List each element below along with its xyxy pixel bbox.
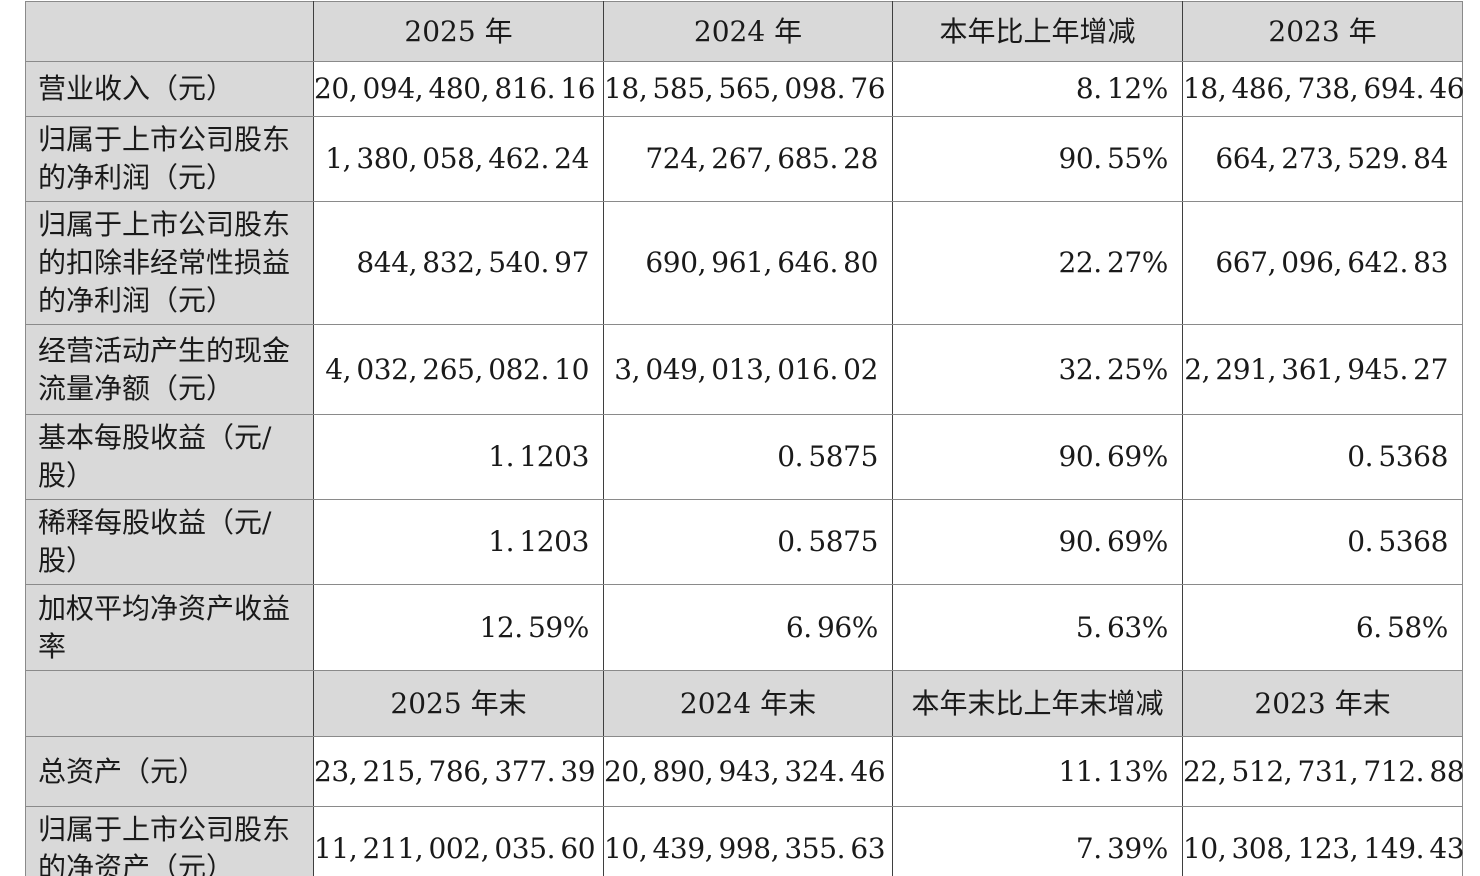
header-row-annual: 2025 年 2024 年 本年比上年增减 2023 年 [25,1,1463,62]
table-row-net-profit: 归属于上市公司股东的净利润（元） 1, 380, 058, 462. 24 72… [25,116,1463,202]
row-label: 营业收入（元） [25,61,314,117]
cell-value: 4, 032, 265, 082. 10 [313,324,604,415]
cell-value: 6. 58% [1182,584,1463,671]
corner-cell [25,1,314,62]
table-row-net-profit-deducted: 归属于上市公司股东的扣除非经常性损益的净利润（元） 844, 832, 540.… [25,201,1463,325]
header-row-year-end: 2025 年末 2024 年末 本年末比上年末增减 2023 年末 [25,670,1463,737]
row-label: 归属于上市公司股东的扣除非经常性损益的净利润（元） [25,201,314,325]
col-header-2024: 2024 年 [603,1,893,62]
col-header-2025-end: 2025 年末 [313,670,604,737]
row-label: 加权平均净资产收益率 [25,584,314,671]
cell-value: 7. 39% [892,806,1183,876]
table-row-weighted-avg-roe: 加权平均净资产收益率 12. 59% 6. 96% 5. 63% 6. 58% [25,584,1463,671]
cell-value: 6. 96% [603,584,893,671]
cell-value: 10, 439, 998, 355. 63 [603,806,893,876]
col-header-2023-end: 2023 年末 [1182,670,1463,737]
cell-value: 0. 5368 [1182,499,1463,585]
cell-value: 23, 215, 786, 377. 39 [313,736,604,807]
cell-value: 2, 291, 361, 945. 27 [1182,324,1463,415]
row-label: 归属于上市公司股东的净资产（元） [25,806,314,876]
cell-value: 724, 267, 685. 28 [603,116,893,202]
cell-value: 32. 25% [892,324,1183,415]
cell-value: 22. 27% [892,201,1183,325]
cell-value: 90. 69% [892,414,1183,500]
cell-value: 90. 69% [892,499,1183,585]
cell-value: 1, 380, 058, 462. 24 [313,116,604,202]
table-row-net-assets: 归属于上市公司股东的净资产（元） 11, 211, 002, 035. 60 1… [25,806,1465,876]
row-label: 稀释每股收益（元/股） [25,499,314,585]
col-header-yoy-change: 本年比上年增减 [892,1,1183,62]
cell-value: 8. 12% [892,61,1183,117]
cell-value: 667, 096, 642. 83 [1182,201,1463,325]
cell-value: 1. 1203 [313,499,604,585]
cell-value: 22, 512, 731, 712. 88 [1182,736,1465,807]
corner-cell [25,670,314,737]
cell-value: 0. 5875 [603,499,893,585]
row-label: 经营活动产生的现金流量净额（元） [25,324,314,415]
cell-value: 1. 1203 [313,414,604,500]
row-label: 归属于上市公司股东的净利润（元） [25,116,314,202]
cell-value: 10, 308, 123, 149. 43 [1182,806,1465,876]
cell-value: 18, 585, 565, 098. 76 [603,61,893,117]
cell-value: 0. 5368 [1182,414,1463,500]
col-header-yoy-end-change: 本年末比上年末增减 [892,670,1183,737]
cell-value: 90. 55% [892,116,1183,202]
col-header-2023: 2023 年 [1182,1,1463,62]
cell-value: 5. 63% [892,584,1183,671]
key-financials-table: 2025 年 2024 年 本年比上年增减 2023 年 营业收入（元） 20,… [25,1,1465,876]
row-label: 基本每股收益（元/股） [25,414,314,500]
table-row-revenue: 营业收入（元） 20, 094, 480, 816. 16 18, 585, 5… [25,61,1465,117]
row-label: 总资产（元） [25,736,314,807]
table-row-operating-cash-flow: 经营活动产生的现金流量净额（元） 4, 032, 265, 082. 10 3,… [25,324,1463,415]
cell-value: 12. 59% [313,584,604,671]
cell-value: 0. 5875 [603,414,893,500]
cell-value: 11, 211, 002, 035. 60 [313,806,604,876]
table-row-total-assets: 总资产（元） 23, 215, 786, 377. 39 20, 890, 94… [25,736,1465,807]
col-header-2025: 2025 年 [313,1,604,62]
table-row-basic-eps: 基本每股收益（元/股） 1. 1203 0. 5875 90. 69% 0. 5… [25,414,1463,500]
cell-value: 20, 890, 943, 324. 46 [603,736,893,807]
cell-value: 11. 13% [892,736,1183,807]
cell-value: 3, 049, 013, 016. 02 [603,324,893,415]
cell-value: 664, 273, 529. 84 [1182,116,1463,202]
cell-value: 690, 961, 646. 80 [603,201,893,325]
cell-value: 20, 094, 480, 816. 16 [313,61,604,117]
table-row-diluted-eps: 稀释每股收益（元/股） 1. 1203 0. 5875 90. 69% 0. 5… [25,499,1463,585]
col-header-2024-end: 2024 年末 [603,670,893,737]
cell-value: 18, 486, 738, 694. 46 [1182,61,1465,117]
cell-value: 844, 832, 540. 97 [313,201,604,325]
